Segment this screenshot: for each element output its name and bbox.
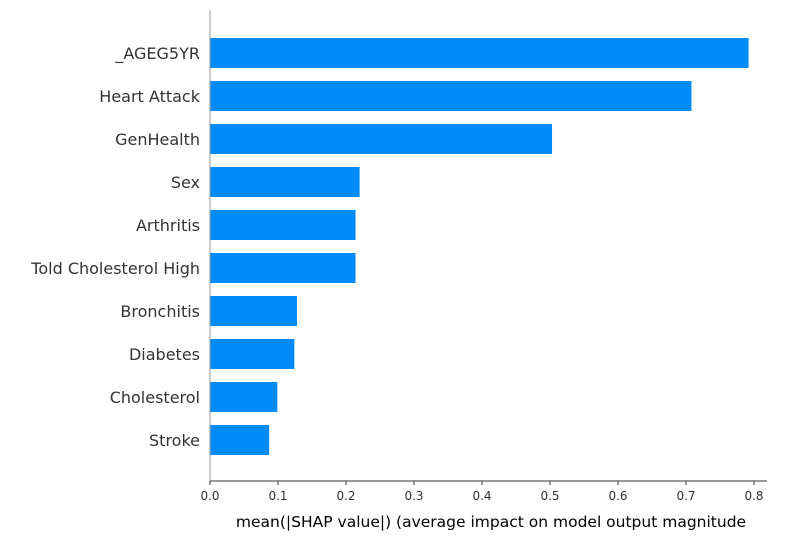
bar-heart-attack (210, 81, 692, 111)
x-tick-label: 0.0 (200, 489, 219, 503)
category-label: _AGEG5YR (114, 44, 200, 64)
category-labels: _AGEG5YR Heart Attack GenHealth Sex Arthriti… (30, 44, 200, 450)
category-label: Diabetes (129, 345, 200, 364)
bar-sex (210, 167, 360, 197)
x-tick-label: 0.1 (268, 489, 287, 503)
bar-bronchitis (210, 296, 298, 326)
category-label: Arthritis (136, 216, 200, 235)
x-tick-label: 0.3 (404, 489, 423, 503)
category-label: GenHealth (115, 130, 200, 149)
x-tick-label: 0.8 (744, 489, 763, 503)
category-label: Heart Attack (99, 87, 200, 106)
bar-stroke (210, 425, 270, 455)
x-tick-label: 0.6 (608, 489, 627, 503)
x-ticks: 0.0 0.1 0.2 0.3 0.4 0.5 0.6 0.7 0.8 (200, 481, 764, 503)
x-tick-label: 0.5 (540, 489, 559, 503)
category-label: Stroke (149, 431, 200, 450)
bar-genhealth (210, 124, 553, 154)
bar-cholesterol (210, 382, 278, 412)
category-label: Cholesterol (110, 388, 200, 407)
x-axis-title: mean(|SHAP value|) (average impact on mo… (236, 513, 746, 531)
bar-arthritis (210, 210, 356, 240)
x-tick-label: 0.7 (676, 489, 695, 503)
bar-diabetes (210, 339, 295, 369)
x-tick-label: 0.2 (336, 489, 355, 503)
category-label: Told Cholesterol High (30, 259, 200, 278)
category-label: Sex (171, 173, 200, 192)
category-label: Bronchitis (120, 302, 200, 321)
bar-told-cholesterol-high (210, 253, 356, 283)
bar-ageg5yr (210, 38, 749, 68)
x-tick-label: 0.4 (472, 489, 491, 503)
bars-group (210, 38, 749, 455)
